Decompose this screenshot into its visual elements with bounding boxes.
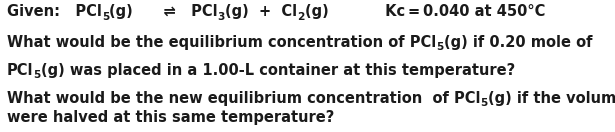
Text: (g) if the volume: (g) if the volume [488, 91, 615, 106]
Text: 5: 5 [480, 98, 488, 109]
Text: (g)      ⇌   PCl: (g) ⇌ PCl [109, 4, 218, 19]
Text: What would be the equilibrium concentration of PCl: What would be the equilibrium concentrat… [7, 35, 436, 50]
Text: Given:   PCl: Given: PCl [7, 4, 102, 19]
Text: were halved at this same temperature?: were halved at this same temperature? [7, 110, 335, 125]
Text: (g) was placed in a 1.00-L container at this temperature?: (g) was placed in a 1.00-L container at … [41, 63, 515, 78]
Text: 5: 5 [102, 11, 109, 22]
Text: 3: 3 [218, 11, 225, 22]
Text: 2: 2 [297, 11, 304, 22]
Text: 5: 5 [436, 43, 443, 53]
Text: (g)  +  Cl: (g) + Cl [225, 4, 297, 19]
Text: What would be the new equilibrium concentration  of PCl: What would be the new equilibrium concen… [7, 91, 480, 106]
Text: PCl: PCl [7, 63, 33, 78]
Text: (g) if 0.20 mole of: (g) if 0.20 mole of [443, 35, 592, 50]
Text: (g)           Kc = 0.040 at 450°C: (g) Kc = 0.040 at 450°C [304, 4, 545, 19]
Text: 5: 5 [33, 70, 41, 81]
